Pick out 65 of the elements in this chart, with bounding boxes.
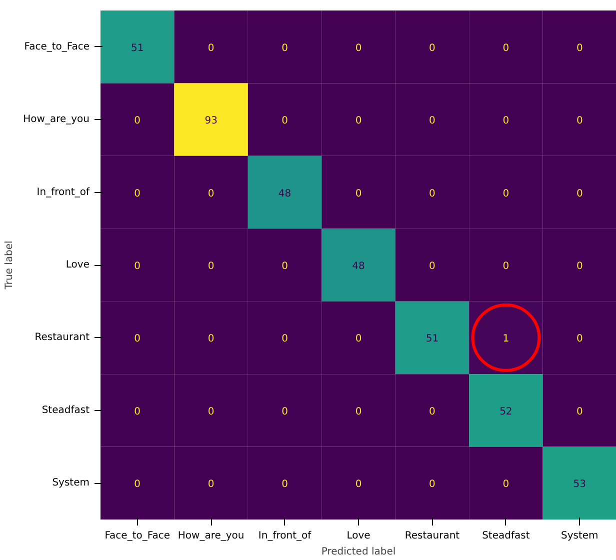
data-label: 48 xyxy=(352,261,365,272)
x-axis-title: Predicted label xyxy=(321,546,396,558)
data-label: 0 xyxy=(208,261,214,272)
data-label: 0 xyxy=(134,479,141,490)
data-label: 0 xyxy=(355,406,362,418)
data-label: 0 xyxy=(208,188,214,200)
data-label: 0 xyxy=(208,334,214,345)
data-label: 51 xyxy=(426,334,439,345)
y-axis-title: True label xyxy=(4,240,16,290)
data-label: 0 xyxy=(576,334,583,345)
data-label: 0 xyxy=(134,188,141,200)
x-tick-label: System xyxy=(561,530,598,542)
data-label: 0 xyxy=(134,406,141,418)
data-label: 0 xyxy=(355,334,362,345)
data-label: 0 xyxy=(576,188,583,200)
y-tick-label: Face_to_Face xyxy=(24,41,90,52)
y-tick-label: Restaurant xyxy=(34,332,90,344)
data-label: 0 xyxy=(429,42,436,54)
data-label: 0 xyxy=(208,42,214,54)
y-tick-label: How_are_you xyxy=(23,114,90,126)
data-label: 0 xyxy=(429,261,436,272)
data-label: 0 xyxy=(282,116,288,127)
data-label: 0 xyxy=(429,479,436,490)
data-label: 0 xyxy=(502,42,510,54)
x-tick-label: Face_to_Face xyxy=(104,530,170,542)
x-tick-label: Restaurant xyxy=(404,530,460,542)
data-label: 0 xyxy=(282,42,288,54)
data-label: 0 xyxy=(429,188,436,200)
data-label: 0 xyxy=(355,42,362,54)
data-label: 0 xyxy=(282,406,288,418)
y-tick-label: System xyxy=(52,478,90,489)
x-tick-label: In_front_of xyxy=(258,530,312,542)
data-label: 0 xyxy=(502,261,510,272)
data-label: 51 xyxy=(130,42,144,54)
data-label: 52 xyxy=(500,406,512,418)
data-label: 0 xyxy=(208,479,214,490)
data-label: 53 xyxy=(573,479,586,490)
data-label: 0 xyxy=(282,334,288,345)
data-label: 0 xyxy=(576,261,583,272)
data-label: 0 xyxy=(282,479,288,490)
data-label: 1 xyxy=(502,334,510,345)
y-tick-label: Love xyxy=(66,260,90,270)
data-label: 0 xyxy=(502,479,510,490)
data-label: 0 xyxy=(576,42,583,54)
data-label: 93 xyxy=(204,116,218,127)
x-tick-label: Steadfast xyxy=(482,530,530,542)
data-label: 0 xyxy=(576,406,583,418)
data-label: 0 xyxy=(429,116,436,127)
y-tick-label: Steadfast xyxy=(42,404,90,416)
data-label: 0 xyxy=(429,406,436,418)
data-label: 0 xyxy=(208,406,214,418)
x-tick-label: How_are_you xyxy=(178,530,244,542)
x-tick-label: Love xyxy=(346,530,370,542)
data-label: 0 xyxy=(134,116,141,127)
data-label: 0 xyxy=(502,188,510,200)
y-tick-label: In_front_of xyxy=(36,186,90,198)
data-label: 0 xyxy=(355,188,362,200)
data-label: 0 xyxy=(134,261,141,272)
data-label: 0 xyxy=(282,261,288,272)
data-label: 0 xyxy=(355,116,362,127)
data-label: 0 xyxy=(576,116,583,127)
data-label: 0 xyxy=(502,116,510,127)
data-label: 0 xyxy=(355,479,362,490)
data-label: 0 xyxy=(134,334,141,345)
data-label: 48 xyxy=(278,188,292,200)
